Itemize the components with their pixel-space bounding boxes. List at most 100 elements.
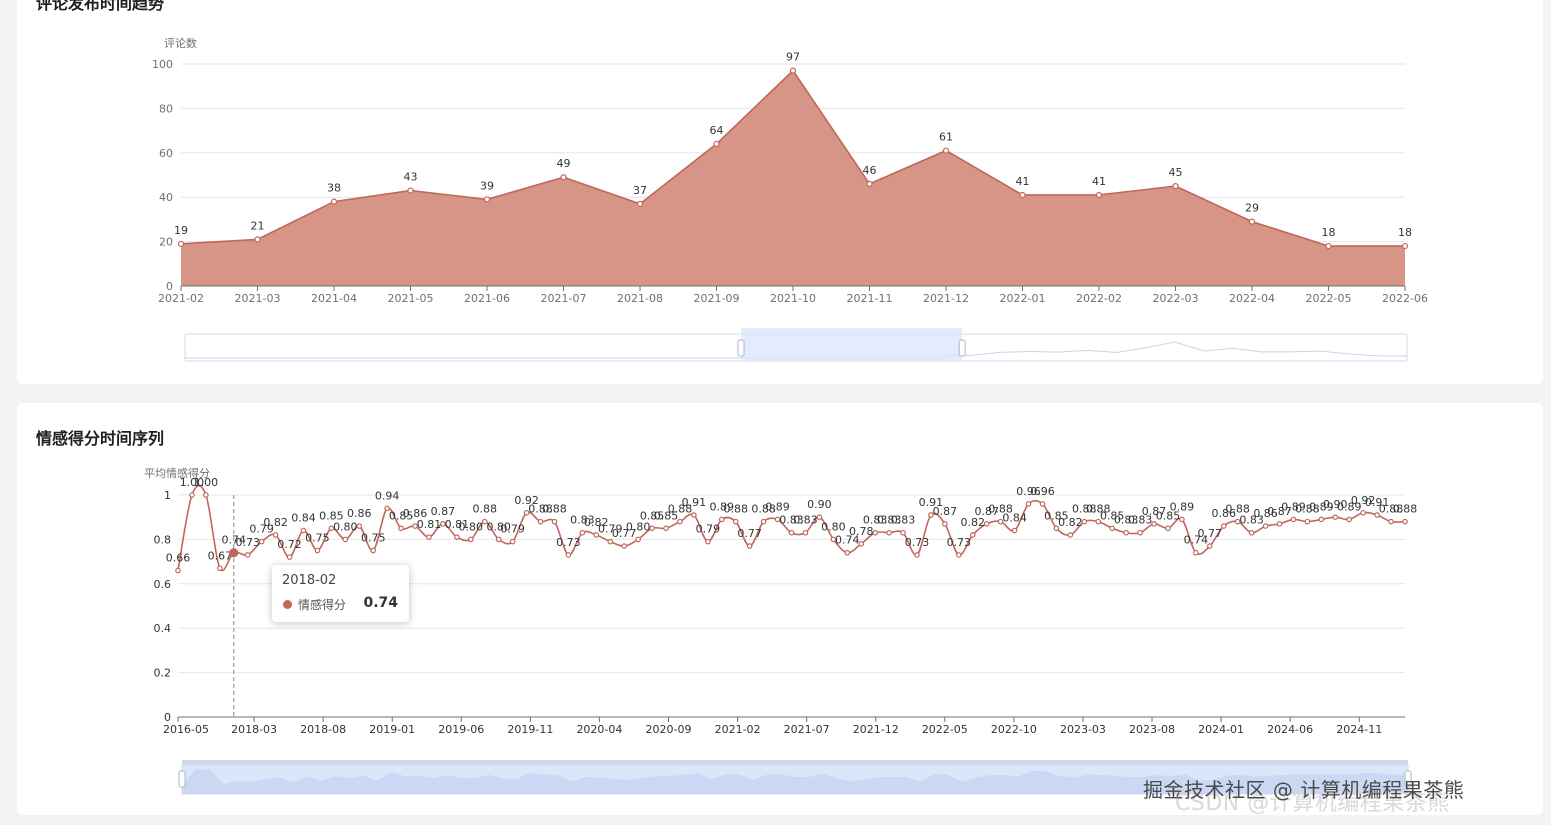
data-label: 0.87 (1142, 505, 1167, 518)
data-label: 0.85 (1156, 509, 1181, 522)
data-point (272, 532, 279, 538)
data-label: 46 (863, 164, 877, 177)
data-label: 0.80 (486, 520, 511, 533)
data-label: 0.84 (291, 512, 316, 525)
x-tick-label: 2022-06 (1382, 292, 1428, 305)
data-point (1137, 529, 1143, 536)
y-tick-label: 0.8 (154, 533, 172, 546)
x-tick-label: 2022-01 (1000, 292, 1046, 305)
area-fill (181, 70, 1405, 286)
data-label: 0.82 (263, 516, 288, 529)
data-label: 0.78 (849, 525, 874, 538)
data-point (760, 518, 767, 525)
data-point (718, 516, 725, 523)
y-axis-title: 评论数 (164, 36, 197, 50)
data-point (1234, 518, 1241, 525)
data-point (1374, 512, 1380, 518)
data-label: 0.83 (863, 514, 888, 527)
data-label: 0.83 (877, 514, 902, 527)
data-label: 0.83 (891, 514, 916, 527)
x-tick-label: 2016-05 (163, 723, 209, 736)
data-label: 0.88 (542, 503, 567, 516)
data-point (1019, 191, 1026, 199)
data-point (942, 147, 950, 154)
data-label: 0.88 (1393, 503, 1418, 516)
panel-title: 情感得分时间序列 (36, 429, 165, 448)
data-point (956, 552, 962, 558)
data-label: 0.88 (1086, 503, 1111, 516)
x-tick-label: 2020-09 (646, 723, 692, 736)
data-label: 41 (1016, 175, 1030, 188)
data-point (802, 529, 809, 536)
x-tick-label: 2022-03 (1153, 292, 1199, 305)
x-tick-label: 2020-04 (576, 723, 622, 736)
y-tick-label: 20 (159, 236, 173, 249)
x-tick-label: 2021-07 (784, 723, 830, 736)
data-point (663, 525, 669, 532)
data-label: 0.66 (166, 551, 191, 564)
data-label: 0.85 (654, 509, 679, 522)
zoom-handle-right (1404, 770, 1412, 788)
data-point (969, 532, 976, 538)
data-point (330, 198, 338, 205)
data-point (495, 536, 502, 543)
data-label: 37 (633, 184, 647, 197)
data-label: 0.88 (723, 503, 748, 516)
data-label: 0.91 (1365, 496, 1390, 509)
data-point (300, 527, 307, 534)
data-point (830, 536, 837, 543)
data-point (537, 518, 544, 525)
data-point (384, 505, 390, 512)
x-tick-label: 2021-09 (694, 292, 740, 305)
data-label: 0.74 (222, 534, 247, 547)
data-label: 0.85 (319, 509, 344, 522)
data-point (914, 552, 920, 558)
data-point (454, 534, 460, 540)
data-label: 0.96 (1016, 485, 1041, 498)
data-label: 0.89 (1170, 500, 1195, 513)
data-label: 0.83 (1128, 514, 1153, 527)
data-label: 0.87 (1267, 505, 1292, 518)
data-label: 0.81 (445, 518, 470, 531)
panel-title: 评论发布时间趋势 (36, 0, 165, 13)
data-label: 1.00 (180, 476, 205, 489)
data-label: 0.92 (1351, 494, 1376, 507)
data-point (217, 565, 223, 572)
data-point (314, 547, 321, 554)
data-label: 0.83 (570, 514, 595, 527)
data-label: 0.90 (1323, 498, 1348, 511)
data-point (440, 521, 446, 527)
data-point (1332, 514, 1339, 521)
y-tick-label: 0 (166, 280, 173, 293)
data-label: 19 (174, 224, 188, 237)
data-point (483, 196, 491, 203)
data-label: 0.85 (1044, 509, 1069, 522)
data-label: 0.75 (305, 532, 330, 545)
y-tick-label: 0 (164, 711, 171, 724)
data-label: 0.87 (974, 505, 999, 518)
data-label: 0.74 (1184, 534, 1209, 547)
data-label: 0.80 (459, 520, 484, 533)
data-point (1179, 516, 1185, 523)
data-point (774, 516, 781, 523)
zoom-preview-line (185, 341, 1407, 359)
x-tick-label: 2018-03 (231, 723, 277, 736)
data-point (1151, 521, 1157, 527)
data-label: 0.77 (612, 527, 637, 540)
data-point (705, 538, 711, 545)
x-tick-label: 2024-11 (1336, 723, 1382, 736)
data-point (254, 236, 261, 243)
data-label: 43 (404, 171, 418, 184)
data-label: 0.88 (528, 503, 553, 516)
x-tick-label: 2021-05 (388, 292, 434, 305)
data-point (579, 529, 586, 536)
data-point (677, 518, 683, 525)
series-color-dot (283, 600, 292, 609)
watermark-ghost: CSDN @计算机编程果茶熊 (1175, 791, 1450, 816)
data-point (551, 518, 558, 525)
data-point (328, 525, 335, 532)
data-label: 0.88 (751, 503, 776, 516)
x-tick-label: 2021-06 (464, 292, 510, 305)
data-point (788, 529, 795, 536)
data-label: 0.79 (500, 523, 525, 536)
